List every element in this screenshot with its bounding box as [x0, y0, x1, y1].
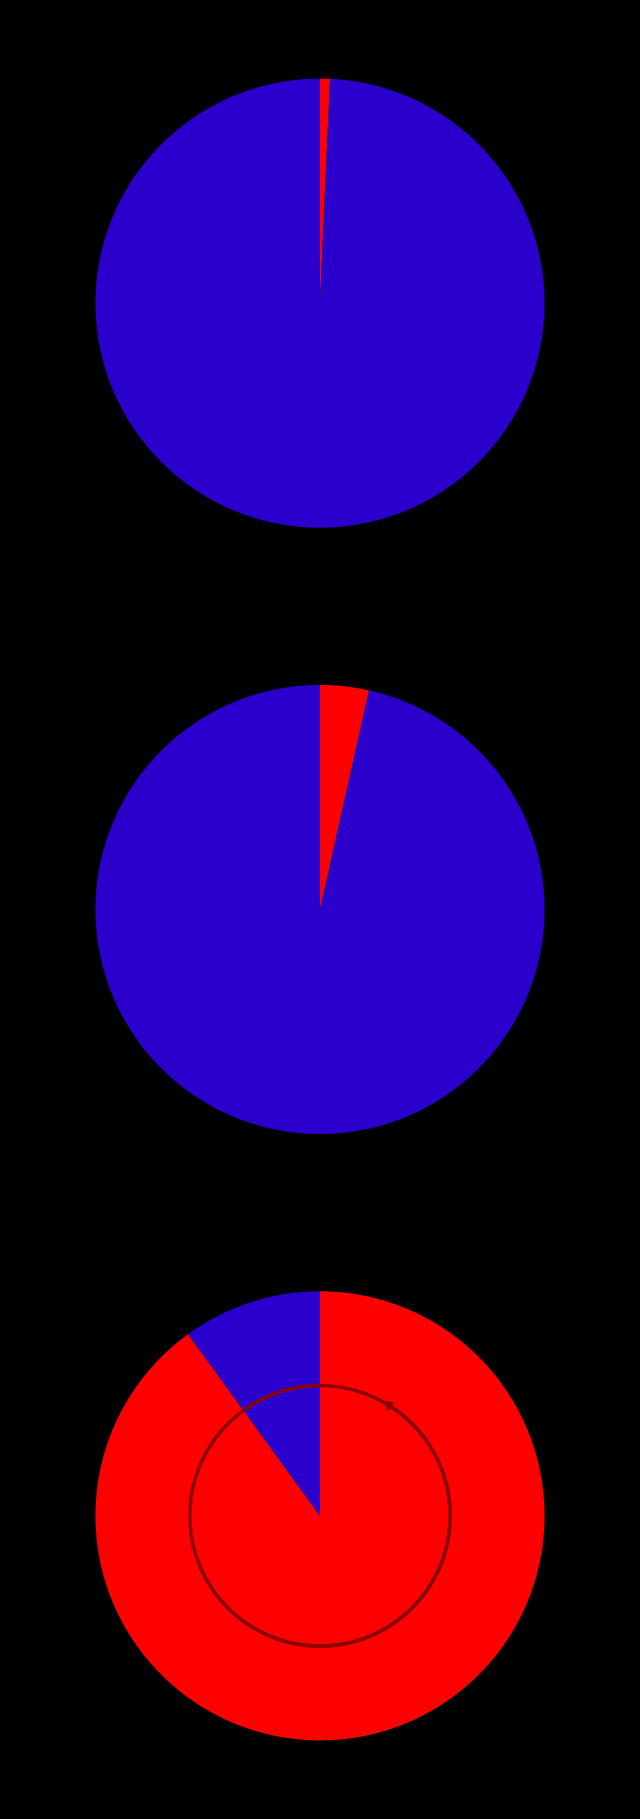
- Wedge shape: [95, 78, 545, 528]
- Wedge shape: [320, 686, 369, 910]
- Wedge shape: [188, 1291, 320, 1515]
- Wedge shape: [95, 1291, 545, 1741]
- Wedge shape: [320, 78, 330, 304]
- Wedge shape: [95, 686, 545, 1133]
